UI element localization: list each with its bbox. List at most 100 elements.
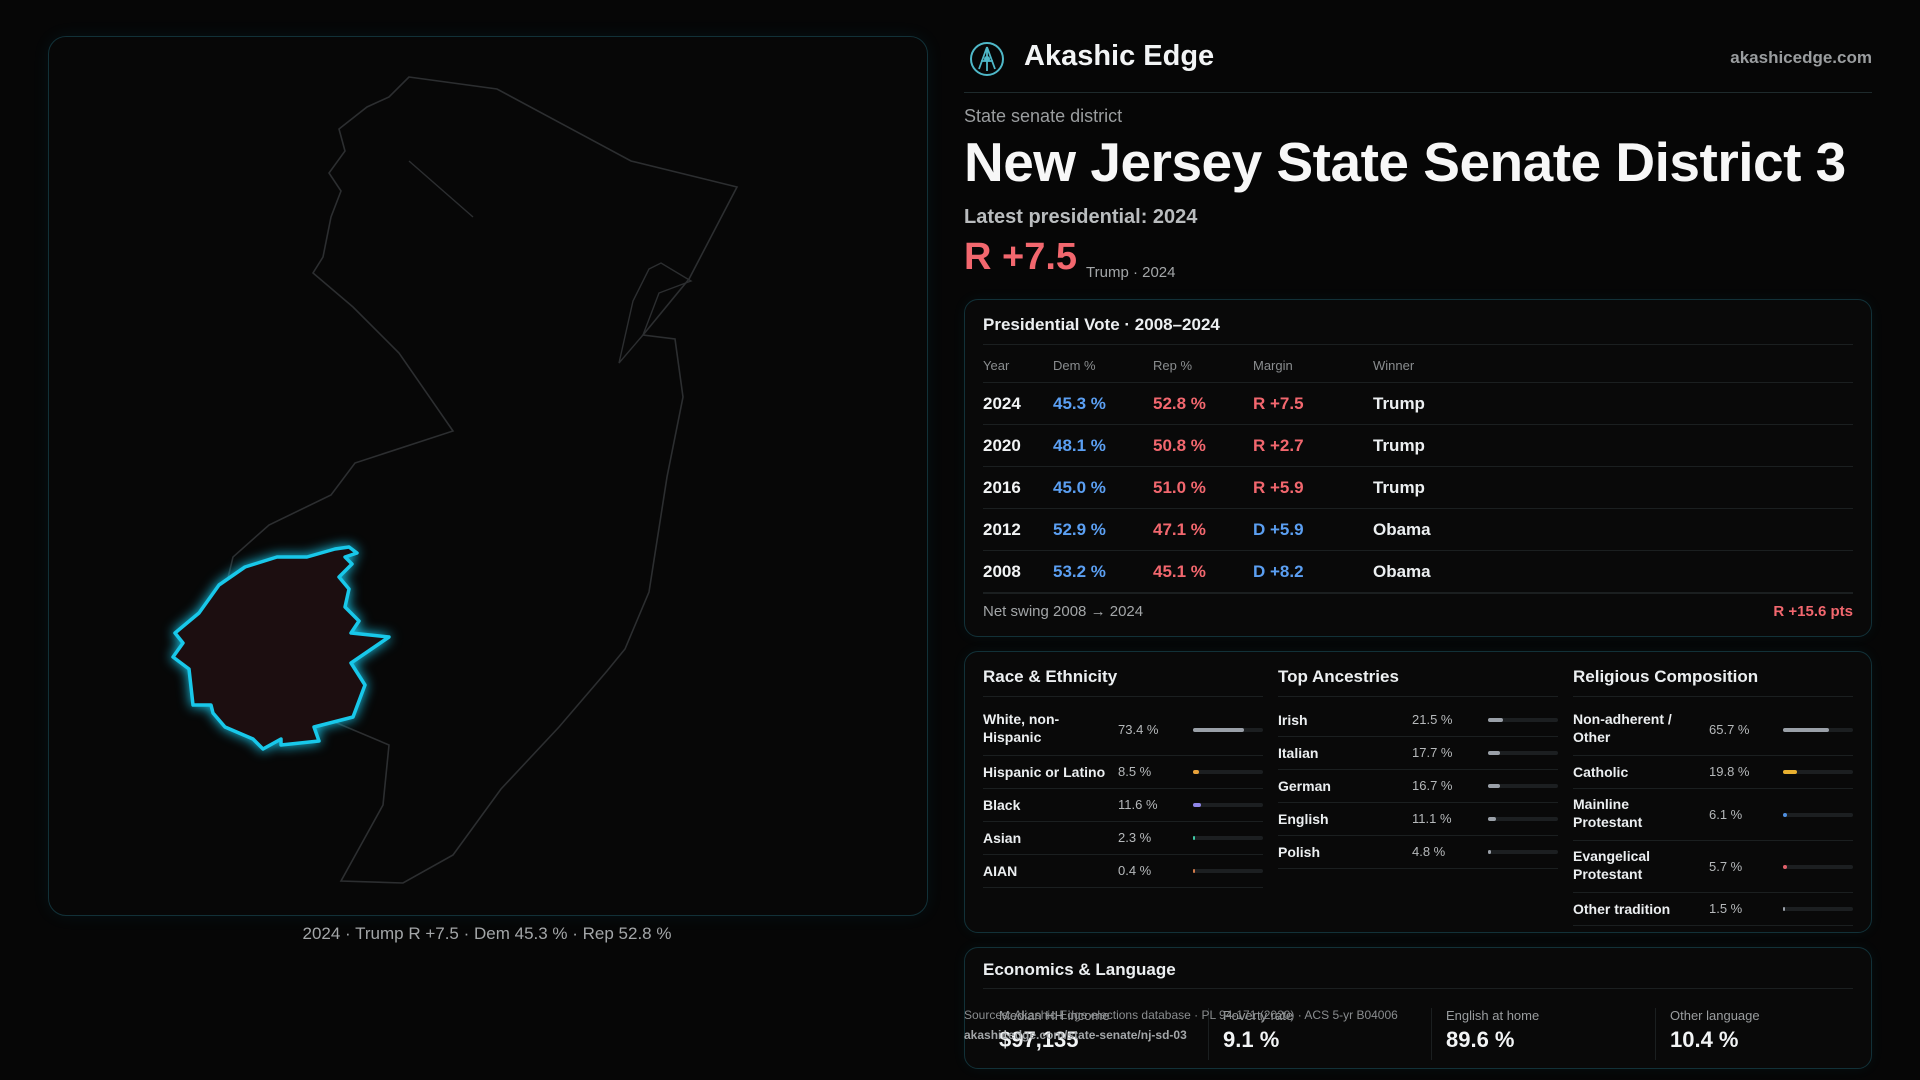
econ-cell-poverty-rate: Poverty rate 9.1 % xyxy=(1223,1008,1293,1053)
ancestries-title: Top Ancestries xyxy=(1278,667,1399,686)
econ-value: $97,135 xyxy=(999,1027,1079,1052)
list-item: Polish 4.8 % xyxy=(1278,836,1558,869)
item-bar-track xyxy=(1783,907,1853,911)
table-row: 2024 45.3 % 52.8 % R +7.5 Trump xyxy=(983,382,1853,425)
table-row: 2012 52.9 % 47.1 % D +5.9 Obama xyxy=(983,508,1853,551)
item-percent: 65.7 % xyxy=(1709,721,1750,737)
margin-cell: R +7.5 xyxy=(1253,382,1373,425)
latest-margin: R +7.5 xyxy=(964,236,1078,278)
item-bar-fill xyxy=(1783,907,1785,911)
district-highlight[interactable] xyxy=(171,545,391,751)
rep-pct-cell: 50.8 % xyxy=(1153,424,1253,467)
item-label: Evangelical Protestant xyxy=(1573,848,1651,882)
item-label: Polish xyxy=(1278,844,1321,860)
rep-pct-cell: 52.8 % xyxy=(1153,382,1253,425)
latest-margin-sub: Trump · 2024 xyxy=(1086,264,1176,281)
item-bar-track xyxy=(1783,864,1853,869)
district-kicker: State senate district xyxy=(964,106,1123,126)
item-label: Non-adherent / Other xyxy=(1573,711,1672,745)
item-label: Italian xyxy=(1278,745,1319,761)
district-map[interactable] xyxy=(49,37,927,915)
margin-cell: R +2.7 xyxy=(1253,424,1373,467)
list-item: Mainline Protestant 6.1 % xyxy=(1573,789,1853,841)
item-bar-track xyxy=(1193,836,1263,840)
item-label: Hispanic or Latino xyxy=(983,764,1106,780)
sources-footer: Sources: Akashic Edge elections database… xyxy=(964,1005,1398,1045)
item-bar-track xyxy=(1193,869,1263,873)
divider xyxy=(983,696,1263,697)
list-item: Black 11.6 % xyxy=(983,789,1263,822)
margin-cell: D +5.9 xyxy=(1253,508,1373,551)
item-bar-track xyxy=(1783,770,1853,774)
year-cell: 2012 xyxy=(983,508,1053,551)
sources-url-link[interactable]: akashicedge.com/state-senate/nj-sd-03 xyxy=(964,1028,1187,1042)
item-bar-fill xyxy=(1193,770,1199,774)
item-bar-track xyxy=(1488,784,1558,788)
item-percent: 11.6 % xyxy=(1118,797,1158,812)
map-caption: 2024 · Trump R +7.5 · Dem 45.3 % · Rep 5… xyxy=(302,924,672,943)
item-bar-fill xyxy=(1783,770,1797,774)
divider xyxy=(983,593,1853,594)
econ-label: English at home xyxy=(1446,1008,1540,1023)
item-bar-track xyxy=(1193,803,1263,807)
item-label: English xyxy=(1278,811,1329,827)
list-item: German 16.7 % xyxy=(1278,770,1558,803)
latest-presidential-label: Latest presidential: 2024 xyxy=(964,206,1198,228)
list-item: White, non-Hispanic 73.4 % xyxy=(983,704,1263,756)
item-percent: 19.8 % xyxy=(1709,764,1750,779)
rep-pct-cell: 47.1 % xyxy=(1153,508,1253,551)
item-bar-fill xyxy=(1783,864,1787,869)
list-item: Non-adherent / Other 65.7 % xyxy=(1573,704,1853,756)
divider xyxy=(983,988,1853,989)
item-bar-track xyxy=(1488,850,1558,854)
divider xyxy=(1278,696,1558,697)
presidential-vote-card: Presidential Vote · 2008–2024 Year Dem %… xyxy=(964,299,1872,637)
page-title: New Jersey State Senate District 3 xyxy=(964,131,1846,193)
list-item: Italian 17.7 % xyxy=(1278,737,1558,770)
econ-value: 89.6 % xyxy=(1446,1027,1515,1052)
item-bar-fill xyxy=(1193,836,1195,840)
item-bar-track xyxy=(1488,751,1558,755)
item-bar-fill xyxy=(1783,812,1788,817)
list-item: Irish 21.5 % xyxy=(1278,704,1558,737)
column-header-year: Year xyxy=(983,348,1053,383)
item-percent: 16.7 % xyxy=(1412,778,1453,793)
econ-value: 9.1 % xyxy=(1223,1027,1280,1052)
divider xyxy=(1655,1008,1656,1060)
item-label: Black xyxy=(983,797,1021,813)
table-row: 2020 48.1 % 50.8 % R +2.7 Trump xyxy=(983,424,1853,467)
item-percent: 2.3 % xyxy=(1118,830,1152,845)
item-bar-fill xyxy=(1488,817,1496,821)
list-item: AIAN 0.4 % xyxy=(983,855,1263,888)
item-label: Asian xyxy=(983,830,1022,846)
item-label: Other tradition xyxy=(1573,901,1671,917)
item-bar-fill xyxy=(1193,803,1202,807)
item-label: Irish xyxy=(1278,712,1308,728)
item-bar-track xyxy=(1783,727,1853,732)
list-item: Asian 2.3 % xyxy=(983,822,1263,855)
column-header-winner: Winner xyxy=(1373,348,1853,383)
item-percent: 21.5 % xyxy=(1412,712,1453,727)
economics-title: Economics & Language xyxy=(983,960,1176,979)
brand-url-link[interactable]: akashicedge.com xyxy=(1730,48,1872,67)
state-outline xyxy=(197,76,739,884)
race-ethnicity-title: Race & Ethnicity xyxy=(983,667,1118,686)
dem-pct-cell: 53.2 % xyxy=(1053,550,1153,593)
rep-pct-cell: 51.0 % xyxy=(1153,466,1253,509)
item-bar-track xyxy=(1488,817,1558,821)
coastline-inlet xyxy=(618,262,693,364)
item-percent: 11.1 % xyxy=(1412,811,1452,826)
item-bar-fill xyxy=(1783,727,1829,732)
presidential-vote-table: Year Dem % Rep % Margin Winner 2024 45.3 … xyxy=(983,348,1853,593)
item-percent: 8.5 % xyxy=(1118,764,1152,779)
item-percent: 1.5 % xyxy=(1709,901,1743,916)
item-label: Mainline Protestant xyxy=(1573,796,1643,830)
econ-value: 10.4 % xyxy=(1670,1027,1739,1052)
rep-pct-cell: 45.1 % xyxy=(1153,550,1253,593)
item-percent: 5.7 % xyxy=(1709,858,1743,874)
map-panel[interactable] xyxy=(48,36,928,916)
race-ethnicity-list: White, non-Hispanic 73.4 % Hispanic or Lat… xyxy=(983,704,1263,888)
item-percent: 17.7 % xyxy=(1412,745,1453,760)
dem-pct-cell: 52.9 % xyxy=(1053,508,1153,551)
year-cell: 2016 xyxy=(983,466,1053,509)
